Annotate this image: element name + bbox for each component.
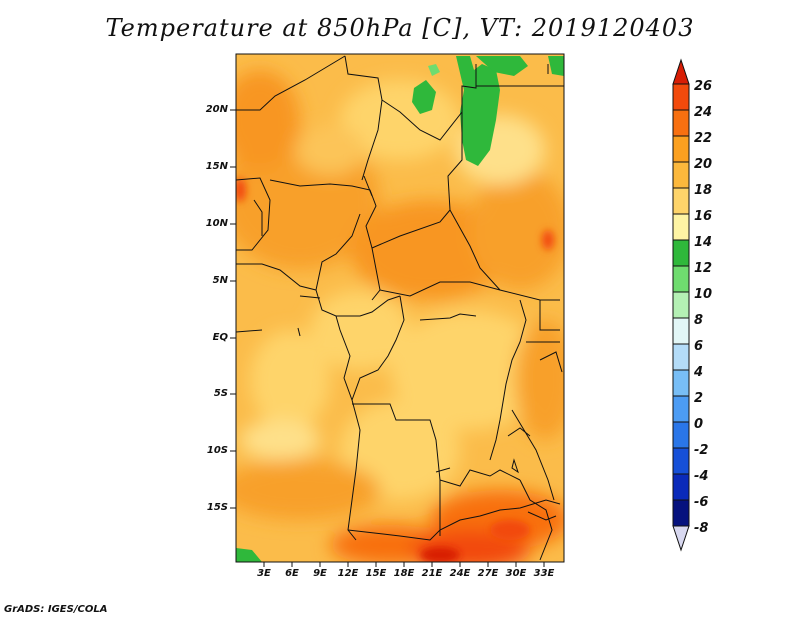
colorbar-segment xyxy=(672,239,690,267)
lon-label-30e: 30E xyxy=(505,568,527,579)
map-frame xyxy=(235,53,565,563)
colorbar-label-18: 18 xyxy=(694,183,713,198)
lon-label-15e: 15E xyxy=(365,568,387,579)
cool-anomaly-green xyxy=(236,56,564,562)
colorbar-segment xyxy=(672,499,690,527)
colorbar-label-8: 8 xyxy=(694,313,704,328)
colorbar-segment xyxy=(672,161,690,189)
colorbar-label-0: 0 xyxy=(694,417,704,432)
colorbar-segment xyxy=(672,343,690,371)
colorbar-label-neg2: -2 xyxy=(694,443,709,458)
lon-label-3e: 3E xyxy=(257,568,271,579)
colorbar-segment xyxy=(672,421,690,449)
colorbar-top-triangle xyxy=(672,58,690,85)
colorbar-label-24: 24 xyxy=(694,105,713,120)
lon-label-18e: 18E xyxy=(393,568,415,579)
colorbar-label-16: 16 xyxy=(694,209,713,224)
colorbar-segment xyxy=(672,291,690,319)
colorbar-label-26: 26 xyxy=(694,79,713,94)
colorbar-label-neg6: -6 xyxy=(694,495,709,510)
lat-label-15n: 15N xyxy=(205,161,228,172)
colorbar-segment xyxy=(672,447,690,475)
latitude-ticks xyxy=(230,109,236,509)
lat-label-5n: 5N xyxy=(212,275,228,286)
colorbar-label-20: 20 xyxy=(694,157,713,172)
country-borders xyxy=(236,55,564,561)
lat-label-10s: 10S xyxy=(206,445,228,456)
colorbar-bottom-triangle xyxy=(672,525,690,552)
lat-label-20n: 20N xyxy=(205,104,228,115)
longitude-ticks xyxy=(263,562,545,567)
lat-label-10n: 10N xyxy=(205,218,228,229)
colorbar xyxy=(672,58,690,552)
lon-label-33e: 33E xyxy=(533,568,555,579)
colorbar-label-22: 22 xyxy=(694,131,713,146)
colorbar-label-neg8: -8 xyxy=(694,521,709,536)
colorbar-label-10: 10 xyxy=(694,287,713,302)
colorbar-label-4: 4 xyxy=(694,365,704,380)
lat-label-15s: 15S xyxy=(206,502,228,513)
lon-label-27e: 27E xyxy=(477,568,499,579)
colorbar-label-6: 6 xyxy=(694,339,704,354)
colorbar-segment xyxy=(672,369,690,397)
colorbar-label-2: 2 xyxy=(694,391,704,406)
colorbar-segment xyxy=(672,395,690,423)
colorbar-segment xyxy=(672,473,690,501)
map-title: Temperature at 850hPa [C], VT: 201912040… xyxy=(105,14,695,42)
lon-label-12e: 12E xyxy=(337,568,359,579)
colorbar-segment xyxy=(672,213,690,241)
colorbar-segment xyxy=(672,317,690,345)
colorbar-segment xyxy=(672,265,690,293)
lon-label-6e: 6E xyxy=(285,568,299,579)
colorbar-label-14: 14 xyxy=(694,235,713,250)
lat-label-eq: EQ xyxy=(212,332,228,343)
lon-label-21e: 21E xyxy=(421,568,443,579)
colorbar-segment xyxy=(672,83,690,111)
colorbar-label-neg4: -4 xyxy=(694,469,709,484)
colorbar-segment xyxy=(672,109,690,137)
colorbar-label-12: 12 xyxy=(694,261,713,276)
temperature-field xyxy=(236,54,564,562)
lon-label-9e: 9E xyxy=(313,568,327,579)
colorbar-segment xyxy=(672,135,690,163)
grads-credit: GrADS: IGES/COLA xyxy=(4,604,108,615)
colorbar-segment xyxy=(672,187,690,215)
lon-label-24e: 24E xyxy=(449,568,471,579)
lat-label-5s: 5S xyxy=(213,388,228,399)
